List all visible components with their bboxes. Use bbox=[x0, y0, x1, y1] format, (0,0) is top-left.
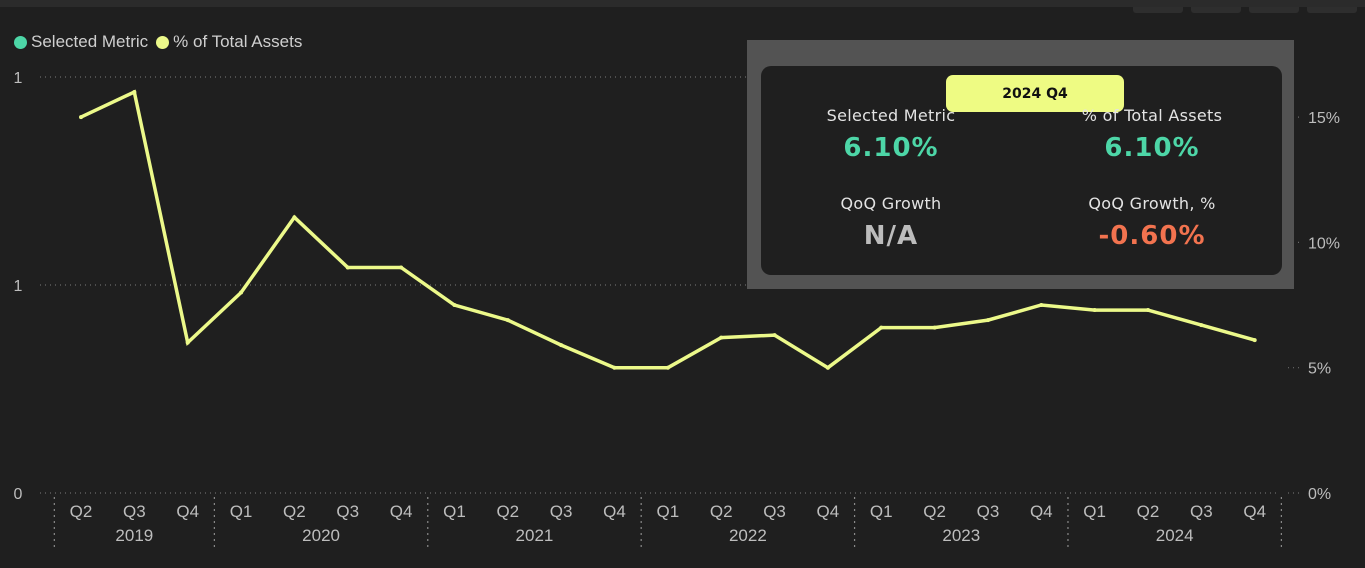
data-point bbox=[452, 303, 457, 308]
data-point bbox=[559, 343, 564, 348]
data-point bbox=[79, 115, 83, 120]
data-point bbox=[985, 318, 990, 323]
right-axis-tick-label: 10% bbox=[1308, 235, 1340, 252]
x-axis-quarter-label: Q4 bbox=[390, 502, 413, 521]
tooltip-period-badge: 2024 Q4 bbox=[946, 75, 1124, 112]
x-axis-quarter-label: Q4 bbox=[603, 502, 626, 521]
x-axis-quarter-label: Q4 bbox=[1243, 502, 1266, 521]
data-point bbox=[665, 365, 670, 370]
x-axis-quarter-label: Q1 bbox=[230, 502, 253, 521]
x-axis-quarter-label: Q4 bbox=[1030, 502, 1053, 521]
visual-header-controls bbox=[1133, 7, 1357, 13]
x-axis-quarter-label: Q3 bbox=[763, 502, 786, 521]
data-point bbox=[1146, 308, 1150, 313]
header-control[interactable] bbox=[1249, 7, 1299, 13]
x-axis-quarter-label: Q2 bbox=[70, 502, 93, 521]
x-axis-quarter-label: Q3 bbox=[550, 502, 573, 521]
x-axis-quarter-label: Q1 bbox=[870, 502, 893, 521]
tooltip-pct-total-assets: % of Total Assets 6.10% bbox=[1022, 106, 1282, 163]
x-axis-quarter-label: Q4 bbox=[176, 502, 199, 521]
right-axis-tick-label: 0% bbox=[1308, 486, 1331, 503]
legend-item-pct-total-assets[interactable]: % of Total Assets bbox=[156, 32, 302, 52]
tooltip-label: QoQ Growth, % bbox=[1088, 194, 1216, 213]
data-point bbox=[345, 265, 350, 270]
tooltip-qoq-growth: QoQ Growth N/A bbox=[761, 194, 1021, 251]
header-control[interactable] bbox=[1191, 7, 1241, 13]
left-axis-tick-label: 0 bbox=[14, 486, 23, 503]
x-axis-year-label: 2023 bbox=[942, 526, 980, 545]
data-point bbox=[185, 340, 190, 345]
legend-label: % of Total Assets bbox=[173, 32, 303, 51]
tooltip-body: 2024 Q4 Selected Metric 6.10% % of Total… bbox=[761, 66, 1282, 275]
header-control[interactable] bbox=[1133, 7, 1183, 13]
data-point bbox=[239, 290, 244, 295]
x-axis-quarter-label: Q2 bbox=[496, 502, 519, 521]
legend-label: Selected Metric bbox=[31, 32, 149, 51]
right-axis-tick-label: 5% bbox=[1308, 361, 1331, 378]
left-axis-tick-label: 1 bbox=[14, 70, 23, 87]
header-control[interactable] bbox=[1307, 7, 1357, 13]
data-point bbox=[399, 265, 404, 270]
data-point bbox=[825, 365, 830, 370]
x-axis-quarter-label: Q3 bbox=[977, 502, 1000, 521]
data-point bbox=[1252, 338, 1257, 343]
chart-legend: Selected Metric % of Total Assets bbox=[14, 32, 302, 52]
x-axis-quarter-label: Q2 bbox=[923, 502, 946, 521]
x-axis-quarter-label: Q1 bbox=[657, 502, 680, 521]
tooltip-label: % of Total Assets bbox=[1081, 106, 1223, 125]
tooltip-value: 6.10% bbox=[1104, 133, 1200, 163]
data-point bbox=[505, 318, 510, 323]
x-axis-year-label: 2019 bbox=[115, 526, 153, 545]
data-point bbox=[719, 335, 724, 340]
tooltip-qoq-growth-pct: QoQ Growth, % -0.60% bbox=[1022, 194, 1282, 251]
legend-dot-icon bbox=[14, 35, 27, 49]
tooltip-selected-metric: Selected Metric 6.10% bbox=[761, 106, 1021, 163]
tooltip-value: -0.60% bbox=[1098, 221, 1206, 251]
x-axis-quarter-label: Q3 bbox=[336, 502, 359, 521]
x-axis-quarter-label: Q3 bbox=[1190, 502, 1213, 521]
data-point bbox=[132, 90, 137, 95]
right-axis-tick-label: 15% bbox=[1308, 110, 1340, 127]
data-point bbox=[612, 365, 617, 370]
x-axis-year-label: 2022 bbox=[729, 526, 767, 545]
x-axis-quarter-label: Q2 bbox=[283, 502, 306, 521]
legend-dot-icon bbox=[156, 35, 170, 49]
tooltip-card: 2024 Q4 Selected Metric 6.10% % of Total… bbox=[747, 40, 1294, 289]
x-axis-year-label: 2024 bbox=[1156, 526, 1194, 545]
tooltip-label: Selected Metric bbox=[826, 106, 956, 125]
x-axis-quarter-label: Q1 bbox=[443, 502, 466, 521]
data-point bbox=[1039, 303, 1044, 308]
x-axis-quarter-label: Q3 bbox=[123, 502, 146, 521]
data-point bbox=[932, 325, 937, 330]
x-axis-year-label: 2020 bbox=[302, 526, 340, 545]
x-axis-quarter-label: Q2 bbox=[710, 502, 733, 521]
data-point bbox=[292, 215, 297, 220]
tooltip-value: 6.10% bbox=[843, 133, 939, 163]
x-axis-quarter-label: Q2 bbox=[1137, 502, 1160, 521]
tooltip-label: QoQ Growth bbox=[840, 194, 942, 213]
x-axis-quarter-label: Q1 bbox=[1083, 502, 1106, 521]
tooltip-value: N/A bbox=[863, 221, 919, 251]
data-point bbox=[1092, 308, 1097, 313]
left-axis-tick-label: 1 bbox=[14, 278, 23, 295]
x-axis-quarter-label: Q4 bbox=[817, 502, 840, 521]
x-axis-year-label: 2021 bbox=[516, 526, 554, 545]
legend-item-selected-metric[interactable]: Selected Metric bbox=[14, 32, 148, 52]
data-point bbox=[1199, 323, 1204, 328]
data-point bbox=[879, 325, 884, 330]
data-point bbox=[772, 333, 777, 338]
